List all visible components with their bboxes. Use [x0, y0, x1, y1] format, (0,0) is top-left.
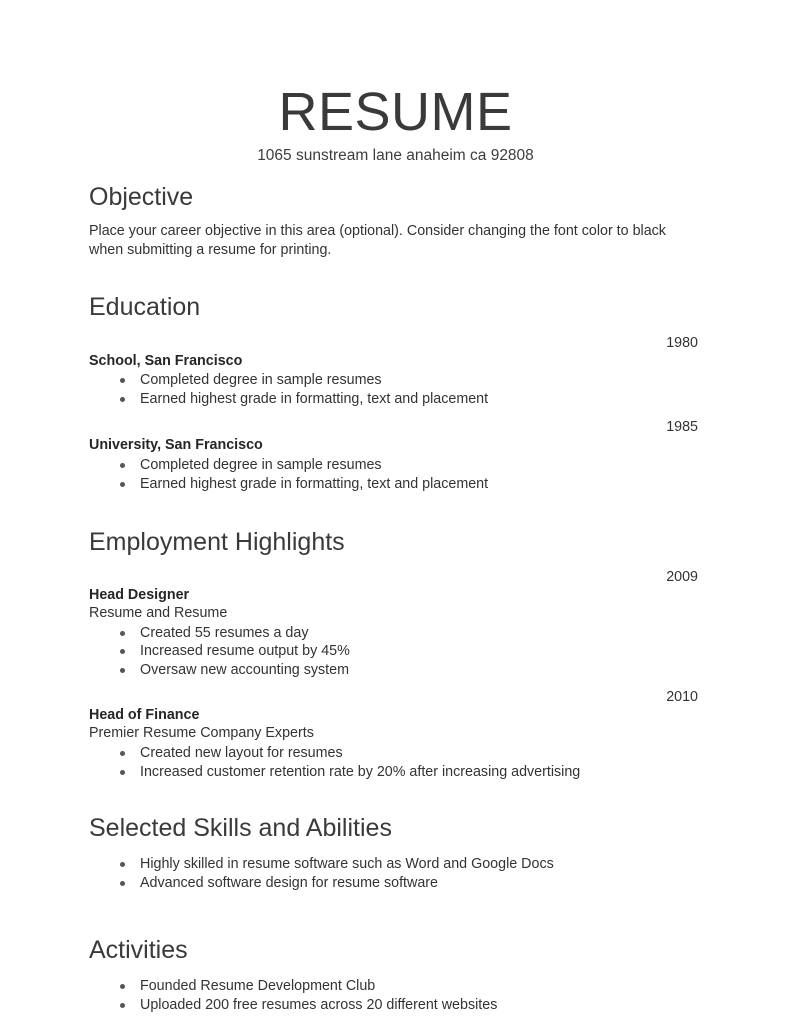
bullet-icon [120, 983, 125, 989]
objective-paragraph: Place your career objective in this area… [89, 223, 666, 259]
list-item: Increased customer retention rate by 20%… [89, 763, 698, 782]
list-item: Created 55 resumes a day [89, 624, 698, 643]
list-item: Earned highest grade in formatting, text… [89, 475, 698, 494]
activities-bullet-list: Founded Resume Development Club Uploaded… [89, 977, 698, 1015]
list-item-label: Founded Resume Development Club [140, 977, 376, 994]
list-item: Completed degree in sample resumes [89, 371, 698, 390]
entry-title: School, San Francisco [89, 352, 243, 369]
list-item-label: Earned highest grade in formatting, text… [140, 475, 489, 492]
education-entry: 1985 University, San Francisco Completed… [89, 419, 698, 494]
entry-role: Head of Finance [89, 707, 200, 724]
entry-year: 2010 [666, 689, 698, 706]
section-heading-education: Education [89, 293, 201, 322]
list-item-label: Oversaw new accounting system [140, 662, 349, 679]
list-item-label: Increased resume output by 45% [140, 643, 350, 660]
entry-year: 2009 [666, 568, 698, 585]
entry-bullet-list: Completed degree in sample resumes Earne… [89, 456, 698, 494]
list-item: Completed degree in sample resumes [89, 456, 698, 475]
list-item-label: Completed degree in sample resumes [140, 456, 382, 473]
entry-bullet-list: Created 55 resumes a day Increased resum… [89, 624, 698, 681]
contact-address: 1065 sunstream lane anaheim ca 92808 [257, 147, 534, 164]
bullet-icon [120, 880, 125, 886]
skills-bullet-list: Highly skilled in resume software such a… [89, 855, 698, 893]
list-item: Created new layout for resumes [89, 744, 698, 763]
list-item: Earned highest grade in formatting, text… [89, 390, 698, 409]
list-item: Increased resume output by 45% [89, 642, 698, 661]
section-heading-skills: Selected Skills and Abilities [89, 813, 392, 842]
list-item: Highly skilled in resume software such a… [89, 855, 698, 874]
bullet-icon [120, 769, 125, 775]
list-item-label: Increased customer retention rate by 20%… [140, 763, 581, 780]
list-item: Uploaded 200 free resumes across 20 diff… [89, 996, 698, 1015]
employment-entry: 2010 Head of Finance Premier Resume Comp… [89, 689, 698, 782]
list-item-label: Completed degree in sample resumes [140, 372, 382, 389]
entry-role: Head Designer [89, 586, 190, 603]
employment-entry: 2009 Head Designer Resume and Resume Cre… [89, 569, 698, 681]
bullet-icon [120, 378, 125, 384]
education-entry: 1980 School, San Francisco Completed deg… [89, 335, 698, 410]
list-item: Advanced software design for resume soft… [89, 874, 698, 893]
bullet-icon [120, 668, 125, 674]
section-employment: Employment Highlights 2009 Head Designer… [89, 527, 698, 782]
entry-year: 1980 [666, 334, 698, 351]
entry-title: University, San Francisco [89, 437, 263, 454]
list-item-label: Highly skilled in resume software such a… [140, 855, 554, 872]
entry-bullet-list: Created new layout for resumes Increased… [89, 744, 698, 782]
section-education: Education 1980 School, San Francisco Com… [89, 292, 698, 493]
list-item-label: Earned highest grade in formatting, text… [140, 391, 489, 408]
resume-body: Objective Place your career objective in… [89, 182, 698, 1015]
bullet-icon [120, 649, 125, 655]
bullet-icon [120, 462, 125, 468]
entry-bullet-list: Completed degree in sample resumes Earne… [89, 371, 698, 409]
section-objective: Objective Place your career objective in… [89, 182, 698, 260]
section-heading-objective: Objective [89, 183, 194, 211]
bullet-icon [120, 861, 125, 867]
entry-organization: Resume and Resume [89, 604, 228, 621]
bullet-icon [120, 481, 125, 487]
bullet-icon [120, 630, 125, 636]
bullet-icon [120, 1002, 125, 1008]
section-heading-activities: Activities [89, 935, 188, 964]
page-title: RESUME [278, 82, 513, 142]
bullet-icon [120, 750, 125, 756]
list-item: Founded Resume Development Club [89, 977, 698, 996]
section-heading-employment: Employment Highlights [89, 527, 345, 556]
list-item-label: Created 55 resumes a day [140, 624, 309, 641]
entry-organization: Premier Resume Company Experts [89, 725, 314, 742]
section-activities: Activities Founded Resume Development Cl… [89, 935, 698, 1015]
bullet-icon [120, 397, 125, 403]
entry-year: 1985 [666, 419, 698, 436]
list-item-label: Created new layout for resumes [140, 744, 343, 761]
list-item-label: Uploaded 200 free resumes across 20 diff… [140, 996, 498, 1013]
section-skills: Selected Skills and Abilities Highly ski… [89, 813, 698, 893]
list-item-label: Advanced software design for resume soft… [140, 874, 439, 891]
list-item: Oversaw new accounting system [89, 661, 698, 680]
